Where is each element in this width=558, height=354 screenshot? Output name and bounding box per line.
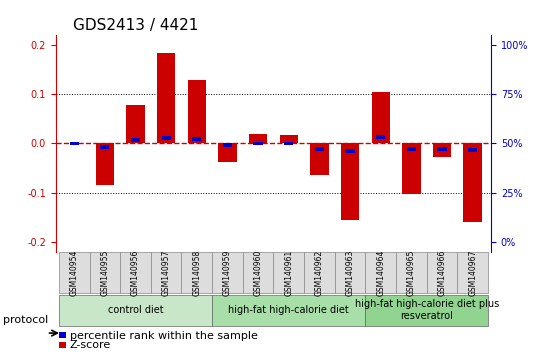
Bar: [468, 148, 477, 152]
Text: GSM140956: GSM140956: [131, 250, 140, 296]
FancyBboxPatch shape: [273, 252, 304, 293]
Bar: [70, 142, 79, 145]
Text: GSM140965: GSM140965: [407, 250, 416, 296]
FancyBboxPatch shape: [304, 252, 335, 293]
Text: protocol: protocol: [3, 315, 48, 325]
FancyBboxPatch shape: [212, 252, 243, 293]
Bar: [345, 149, 355, 153]
FancyBboxPatch shape: [181, 252, 212, 293]
Bar: [126, 105, 145, 143]
Bar: [433, 143, 451, 157]
Bar: [315, 147, 324, 152]
Bar: [437, 147, 446, 152]
Text: GSM140961: GSM140961: [284, 250, 294, 296]
Text: GDS2413 / 4421: GDS2413 / 4421: [73, 18, 199, 33]
Bar: [95, 143, 114, 185]
Text: control diet: control diet: [108, 305, 163, 315]
FancyBboxPatch shape: [120, 252, 151, 293]
Bar: [218, 143, 237, 162]
Text: percentile rank within the sample: percentile rank within the sample: [70, 331, 258, 341]
Bar: [341, 143, 359, 219]
Text: GSM140963: GSM140963: [345, 250, 354, 296]
FancyBboxPatch shape: [59, 295, 212, 326]
FancyBboxPatch shape: [396, 252, 427, 293]
FancyBboxPatch shape: [458, 252, 488, 293]
Bar: [402, 143, 421, 194]
Text: high-fat high-calorie diet plus
resveratrol: high-fat high-calorie diet plus resverat…: [354, 299, 499, 321]
FancyBboxPatch shape: [365, 252, 396, 293]
Bar: [407, 147, 416, 152]
Text: GSM140958: GSM140958: [193, 250, 201, 296]
Text: high-fat high-calorie diet: high-fat high-calorie diet: [228, 305, 349, 315]
Text: GSM140955: GSM140955: [100, 250, 109, 296]
Bar: [131, 138, 140, 142]
FancyBboxPatch shape: [151, 252, 181, 293]
Bar: [464, 143, 482, 222]
Bar: [192, 137, 201, 141]
FancyBboxPatch shape: [243, 252, 273, 293]
Bar: [162, 136, 171, 139]
Bar: [223, 143, 232, 147]
FancyBboxPatch shape: [89, 252, 120, 293]
Bar: [157, 53, 175, 143]
Bar: [372, 92, 390, 143]
Bar: [376, 135, 385, 138]
Bar: [253, 142, 263, 145]
Bar: [280, 135, 298, 143]
FancyBboxPatch shape: [59, 252, 89, 293]
Text: GSM140966: GSM140966: [437, 250, 446, 296]
Text: GSM140959: GSM140959: [223, 250, 232, 296]
Text: GSM140954: GSM140954: [70, 250, 79, 296]
Bar: [284, 142, 294, 145]
Text: GSM140964: GSM140964: [376, 250, 385, 296]
Text: Z-score: Z-score: [70, 340, 111, 350]
Text: GSM140957: GSM140957: [162, 250, 171, 296]
FancyBboxPatch shape: [427, 252, 458, 293]
FancyBboxPatch shape: [212, 295, 365, 326]
Bar: [100, 145, 109, 149]
Text: GSM140960: GSM140960: [253, 250, 263, 296]
Text: GSM140962: GSM140962: [315, 250, 324, 296]
Bar: [187, 80, 206, 143]
FancyBboxPatch shape: [365, 295, 488, 326]
Text: GSM140967: GSM140967: [468, 250, 477, 296]
Bar: [249, 134, 267, 143]
FancyBboxPatch shape: [335, 252, 365, 293]
Bar: [310, 143, 329, 176]
